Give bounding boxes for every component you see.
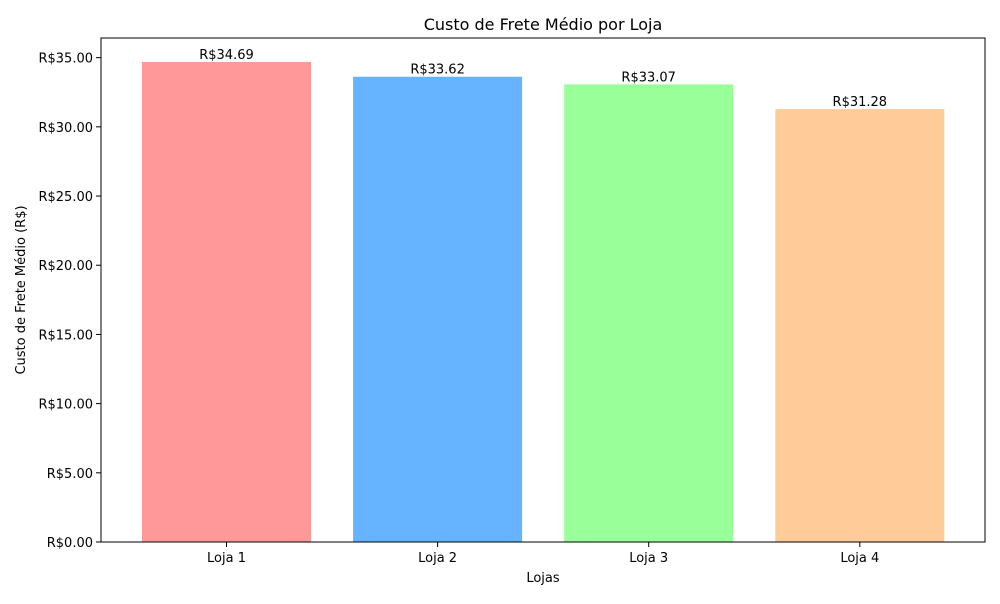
bar-value-label: R$31.28 — [833, 95, 888, 110]
chart-title: Custo de Frete Médio por Loja — [424, 15, 663, 34]
y-tick-label: R$25.00 — [38, 190, 93, 205]
y-tick-label: R$0.00 — [47, 536, 93, 551]
bar-loja-3 — [564, 84, 734, 543]
bar-loja-2 — [353, 76, 523, 543]
bar-value-label: R$34.69 — [199, 48, 254, 63]
y-axis: R$0.00 R$5.00 R$10.00 R$15.00 R$20.00 R$25.00… — [38, 52, 101, 551]
bar-loja-4 — [775, 109, 945, 542]
y-tick-label: R$10.00 — [38, 398, 93, 413]
x-tick-label: Loja 1 — [207, 551, 246, 566]
plot-frame — [100, 37, 986, 543]
x-tick-label: Loja 2 — [418, 551, 457, 566]
y-tick-label: R$15.00 — [38, 328, 93, 343]
y-tick-label: R$20.00 — [38, 259, 93, 274]
bar-value-label: R$33.07 — [621, 70, 676, 85]
y-tick-label: R$35.00 — [38, 52, 93, 67]
x-axis-label: Lojas — [526, 571, 560, 586]
y-tick-label: R$30.00 — [38, 121, 93, 136]
x-axis: Loja 1 Loja 2 Loja 3 Loja 4 — [207, 542, 879, 566]
y-tick-label: R$5.00 — [47, 467, 93, 482]
bar-value-label: R$33.62 — [410, 63, 465, 78]
x-tick-label: Loja 3 — [629, 551, 668, 566]
y-axis-label: Custo de Frete Médio (R$) — [14, 205, 29, 374]
bar-loja-1 — [142, 61, 311, 542]
plot-area: R$34.69 R$33.62 R$33.07 R$31.28 — [142, 48, 945, 543]
x-tick-label: Loja 4 — [840, 551, 879, 566]
